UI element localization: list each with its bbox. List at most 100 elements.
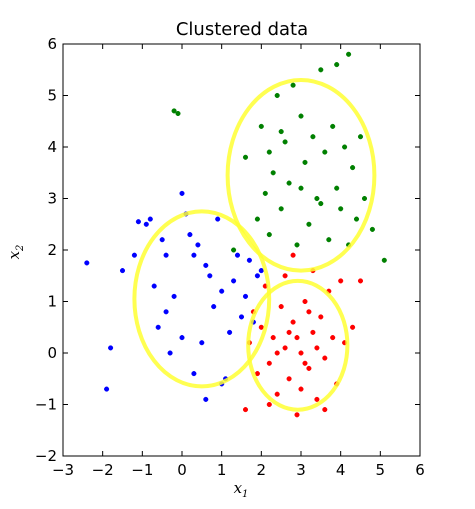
- data-point: [238, 314, 245, 320]
- x-tick-label: 2: [257, 461, 267, 479]
- x-tick-label: −1: [131, 461, 153, 479]
- data-point: [254, 216, 260, 222]
- data-point: [369, 226, 375, 232]
- data-point: [302, 159, 308, 165]
- data-point: [322, 149, 328, 155]
- data-point: [211, 304, 217, 310]
- data-point: [298, 386, 304, 392]
- data-point: [159, 237, 165, 243]
- data-point: [171, 293, 177, 299]
- y-tick-label: 1: [47, 293, 57, 311]
- data-point: [322, 355, 328, 361]
- data-point: [191, 252, 197, 258]
- data-point: [318, 314, 324, 320]
- x-tick-label: −3: [52, 461, 74, 479]
- y-tick-label: 2: [47, 241, 57, 259]
- x-tick-label: 6: [415, 461, 425, 479]
- data-point: [274, 350, 280, 356]
- data-point: [314, 345, 320, 351]
- x-tick-label: 5: [376, 461, 386, 479]
- data-point: [143, 221, 149, 227]
- data-point: [330, 123, 336, 129]
- chart-title: Clustered data: [176, 19, 308, 40]
- data-point: [290, 82, 296, 88]
- x-tick-label: 4: [336, 461, 346, 479]
- data-point: [187, 232, 193, 238]
- data-point: [84, 260, 90, 266]
- data-point: [278, 206, 284, 212]
- y-axis-label: x2: [5, 245, 26, 260]
- data-point: [322, 407, 328, 413]
- data-point: [306, 309, 312, 315]
- data-point: [298, 113, 304, 119]
- y-tick-label: −2: [35, 447, 57, 465]
- data-point: [163, 252, 169, 258]
- data-point: [306, 365, 312, 371]
- data-point: [338, 206, 344, 212]
- data-point: [175, 110, 181, 117]
- data-point: [361, 195, 368, 202]
- data-point: [334, 62, 340, 68]
- cluster-circle: [225, 78, 377, 273]
- y-tick-label: 3: [47, 190, 57, 208]
- axes-frame: [62, 43, 421, 457]
- data-point: [219, 288, 225, 294]
- data-point: [294, 335, 300, 341]
- data-point: [326, 237, 332, 243]
- data-point: [254, 273, 260, 279]
- data-point: [286, 376, 292, 382]
- data-point: [314, 396, 320, 402]
- data-point: [302, 298, 308, 305]
- y-tick-label: 6: [47, 35, 57, 53]
- data-point: [342, 144, 348, 150]
- x-axis-label-base: x: [234, 479, 243, 497]
- data-point: [266, 149, 272, 155]
- data-point: [357, 134, 364, 140]
- y-tick-label: 0: [47, 344, 57, 362]
- data-point: [338, 278, 344, 284]
- data-point: [147, 216, 153, 222]
- data-point: [246, 257, 252, 263]
- data-point: [242, 154, 249, 160]
- data-point: [306, 221, 312, 227]
- cluster-circle: [246, 278, 350, 412]
- data-point: [131, 252, 137, 258]
- x-tick-label: 0: [177, 461, 187, 479]
- data-point: [191, 371, 197, 377]
- y-axis-label-base: x: [5, 250, 23, 259]
- data-point: [227, 329, 233, 335]
- data-point: [381, 257, 387, 263]
- data-point: [302, 360, 308, 366]
- data-point: [258, 123, 264, 129]
- data-point: [258, 268, 264, 274]
- data-point: [242, 407, 249, 413]
- x-axis-label: x1: [234, 479, 249, 500]
- data-point: [318, 201, 324, 207]
- y-tick-label: 5: [47, 87, 57, 105]
- data-point: [135, 219, 141, 225]
- data-point: [151, 283, 157, 289]
- x-tick-label: 1: [217, 461, 227, 479]
- data-point: [266, 232, 272, 238]
- data-point: [350, 324, 356, 330]
- data-point: [179, 190, 185, 196]
- data-point: [258, 324, 264, 330]
- data-point: [167, 350, 173, 356]
- x-ticks: −3 −2 −1 0 1 2 3 4 5 6: [52, 44, 425, 479]
- data-point: [199, 340, 205, 346]
- data-point: [294, 242, 300, 248]
- data-point: [282, 139, 288, 145]
- x-tick-label: 3: [296, 461, 306, 479]
- data-point: [298, 350, 304, 356]
- y-tick-label: 4: [47, 138, 57, 156]
- data-point: [334, 185, 340, 191]
- data-point: [266, 401, 272, 408]
- data-point: [108, 345, 114, 351]
- data-point: [104, 386, 110, 392]
- data-point: [294, 412, 300, 418]
- data-point: [270, 335, 276, 341]
- cluster-circle: [132, 209, 272, 389]
- data-point: [203, 262, 209, 268]
